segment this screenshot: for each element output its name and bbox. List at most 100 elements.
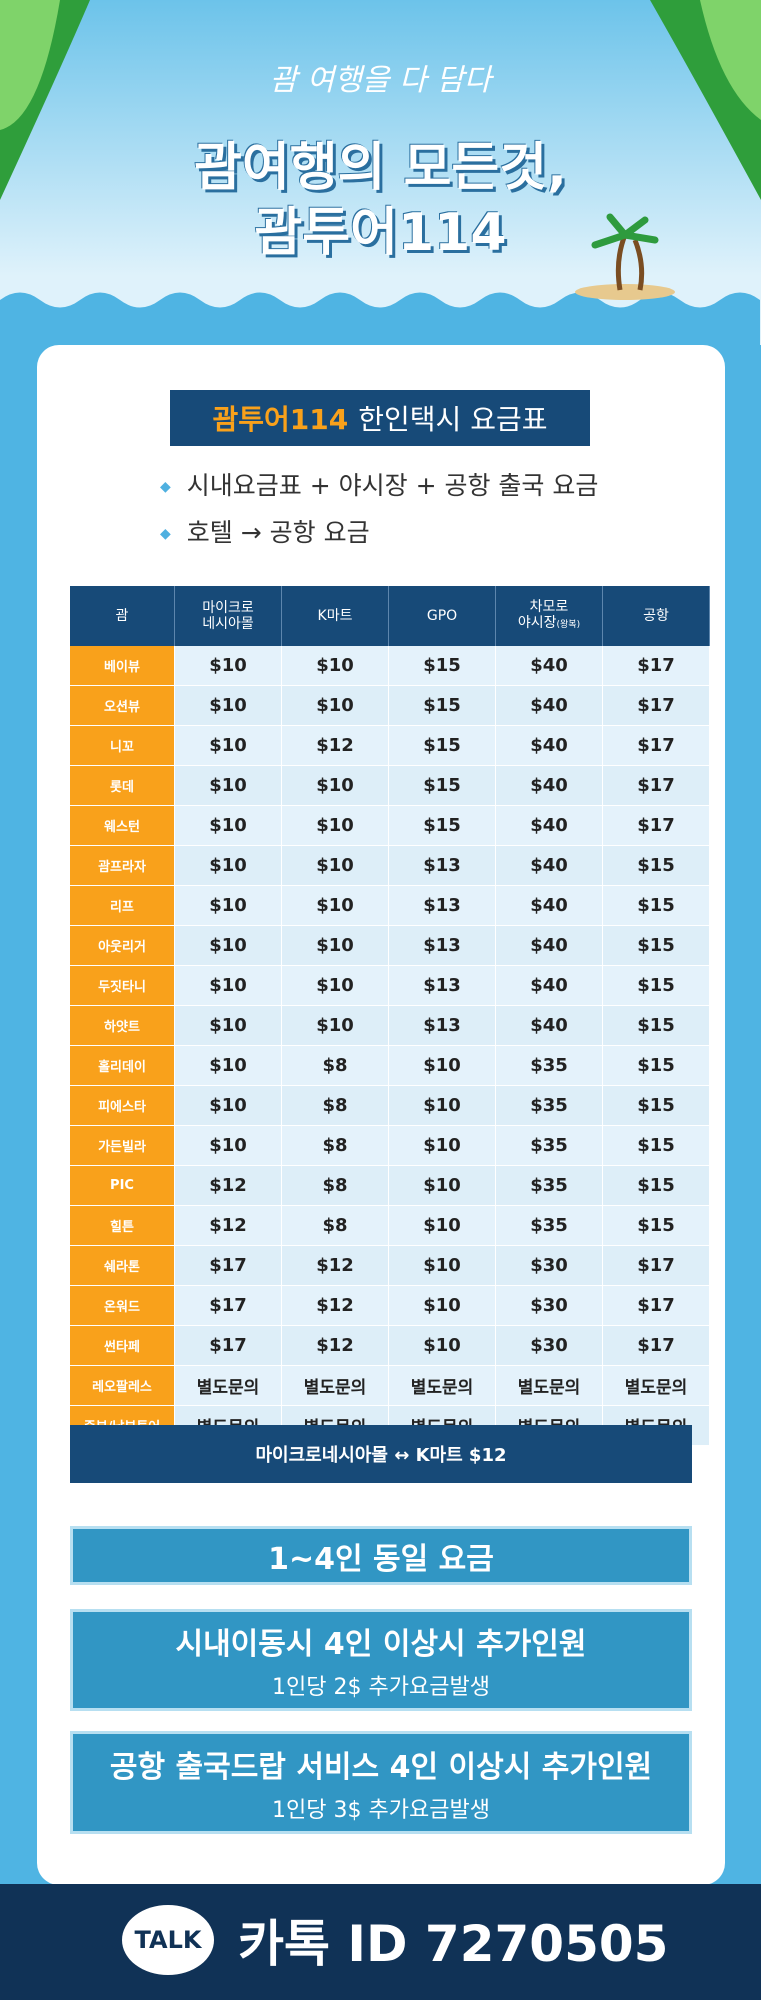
column-header: GPO [388,586,496,646]
column-label: 공항 [643,608,669,624]
kakao-badge: TALK [122,1905,214,1975]
column-label: 마이크로 네시아몰 [202,600,254,632]
hotel-name: 두짓타니 [70,965,175,1006]
fare-cell: $15 [602,845,710,886]
note: 시내이동시 4인 이상시 추가인원 1인당 2$ 추가요금발생 [70,1609,692,1711]
note: 1~4인 동일 요금 [70,1526,692,1585]
fare-cell: $15 [602,1165,710,1206]
fare-cell: $15 [602,925,710,966]
fare-cell: $10 [174,646,282,686]
fare-cell: $12 [281,725,389,766]
fare-cell: $17 [602,1325,710,1366]
fare-cell: $10 [174,925,282,966]
fare-cell: $13 [388,965,496,1006]
column-header: K마트 [281,586,389,646]
fare-cell: $10 [174,845,282,886]
hotel-name: 피에스타 [70,1085,175,1126]
fare-cell: 별도문의 [174,1365,282,1406]
hotel-name: 베이뷰 [70,646,175,686]
note-title: 공항 출국드랍 서비스 4인 이상시 추가인원 [109,1749,653,1785]
fare-cell: $10 [388,1045,496,1086]
table-row: 괌프라자 $10 $10 $13 $40 $15 [70,845,710,886]
fare-cell: $15 [388,805,496,846]
table-row: 웨스턴 $10 $10 $15 $40 $17 [70,805,710,846]
fare-cell: $8 [281,1125,389,1166]
table-row: 힐튼 $12 $8 $10 $35 $15 [70,1205,710,1246]
table-row: 오션뷰 $10 $10 $15 $40 $17 [70,685,710,726]
fare-cell: $10 [281,646,389,686]
hotel-name: 오션뷰 [70,685,175,726]
hotel-name: 레오팔레스 [70,1365,175,1406]
fare-cell: $35 [495,1165,603,1206]
note-title: 시내이동시 4인 이상시 추가인원 [175,1627,587,1662]
hero-title: 괌투어114 [254,203,507,263]
fare-cell: $10 [174,885,282,926]
table-row: 두짓타니 $10 $10 $13 $40 $15 [70,965,710,1006]
fare-cell: $8 [281,1165,389,1206]
fare-cell: $17 [602,765,710,806]
fare-cell: $10 [281,925,389,966]
fare-cell: $17 [602,1245,710,1286]
hotel-name: PIC [70,1165,175,1206]
fare-cell: $15 [602,1085,710,1126]
fare-cell: 별도문의 [388,1365,496,1406]
hotel-name: 아웃리거 [70,925,175,966]
note-sub: 1인당 2$ 추가요금발생 [272,1675,490,1700]
fare-cell: $10 [281,805,389,846]
bullet: 시내요금표 + 야시장 + 공항 출국 요금 [160,466,599,502]
column-label: 괌 [115,608,129,624]
fare-cell: $10 [281,1005,389,1046]
column-header: 공항 [602,586,710,646]
fare-cell: $35 [495,1125,603,1166]
fare-cell: $10 [174,1005,282,1046]
fare-cell: $40 [495,685,603,726]
fare-cell: $10 [388,1165,496,1206]
fare-cell: $15 [602,965,710,1006]
fare-table: 괌 마이크로 네시아몰 K마트 GPO 차모로 야시장(왕복) 공항 베이뷰 $10 $10 $1… [70,586,710,1446]
fare-cell: $10 [388,1125,496,1166]
fare-cell: $40 [495,646,603,686]
fare-cell: $10 [174,965,282,1006]
fare-cell: $10 [281,885,389,926]
fare-cell: $17 [174,1325,282,1366]
column-note: (왕복) [556,620,581,630]
fare-cell: $12 [281,1285,389,1326]
hotel-name: 하얏트 [70,1005,175,1046]
table-row: 롯데 $10 $10 $15 $40 $17 [70,765,710,806]
fare-cell: $15 [388,646,496,686]
fare-cell: $40 [495,845,603,886]
fare-cell: $17 [602,805,710,846]
table-row: 하얏트 $10 $10 $13 $40 $15 [70,1005,710,1046]
hotel-name: 힐튼 [70,1205,175,1246]
column-label: GPO [426,608,458,624]
table-row: 온워드 $17 $12 $10 $30 $17 [70,1285,710,1326]
fare-cell: $10 [388,1325,496,1366]
hero-background [0,0,761,345]
fare-cell: $15 [388,725,496,766]
brand: 괌투어114 [212,403,349,436]
column-label: 차모로 야시장 [517,599,569,631]
table-row: 쉐라톤 $17 $12 $10 $30 $17 [70,1245,710,1286]
table-footer: 마이크로네시아몰 ↔ K마트 $12 [70,1425,692,1483]
fare-cell: $40 [495,765,603,806]
fare-cell: $8 [281,1045,389,1086]
fare-cell: $17 [174,1245,282,1286]
fare-cell: $40 [495,725,603,766]
table-row: 니꼬 $10 $12 $15 $40 $17 [70,725,710,766]
table-row: 피에스타 $10 $8 $10 $35 $15 [70,1085,710,1126]
fare-cell: $10 [388,1245,496,1286]
fare-cell: $10 [388,1085,496,1126]
title-text: 한인택시 요금표 [358,403,548,436]
hotel-name: 리프 [70,885,175,926]
hotel-name: 쉐라톤 [70,1245,175,1286]
fare-cell: $12 [174,1205,282,1246]
fare-cell: $15 [388,765,496,806]
fare-cell: $40 [495,1005,603,1046]
fare-cell: $12 [281,1325,389,1366]
fare-cell: $13 [388,925,496,966]
fare-cell: $15 [602,1205,710,1246]
contact-text: 카톡 ID 7270505 [238,1915,669,1973]
fare-cell: $15 [602,885,710,926]
fare-cell: $17 [602,646,710,686]
